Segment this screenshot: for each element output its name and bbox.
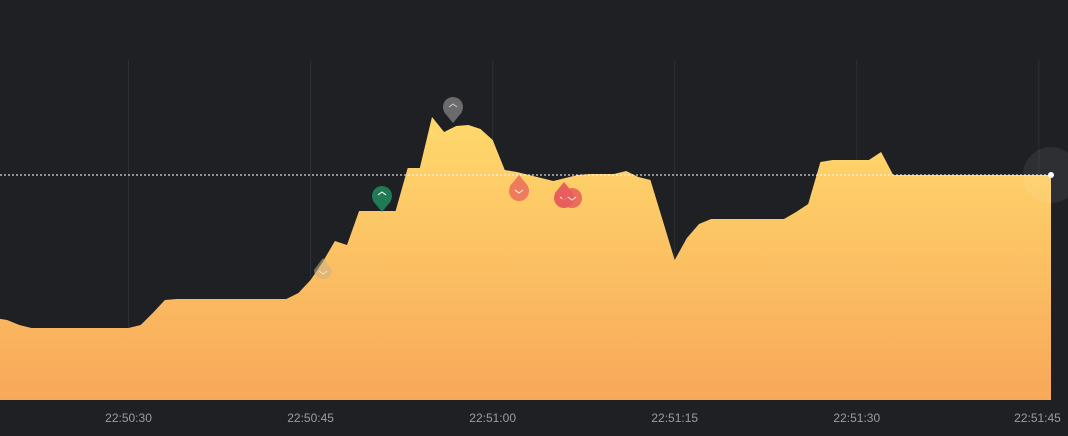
trade-pin (443, 97, 463, 123)
x-tick-label: 22:51:45 (1014, 411, 1061, 425)
x-tick-label: 22:51:00 (469, 411, 516, 425)
trade-pin (562, 188, 582, 208)
x-tick-label: 22:50:45 (287, 411, 334, 425)
current-price-halo (1023, 147, 1068, 203)
x-tick-label: 22:51:15 (651, 411, 698, 425)
price-area (0, 117, 1051, 400)
x-tick-label: 22:50:30 (105, 411, 152, 425)
x-tick-label: 22:51:30 (833, 411, 880, 425)
trade-pin (372, 186, 392, 212)
trade-markers (314, 97, 582, 279)
trade-pin (314, 258, 332, 279)
trade-pin (509, 175, 529, 201)
current-price-dot (1048, 172, 1054, 178)
